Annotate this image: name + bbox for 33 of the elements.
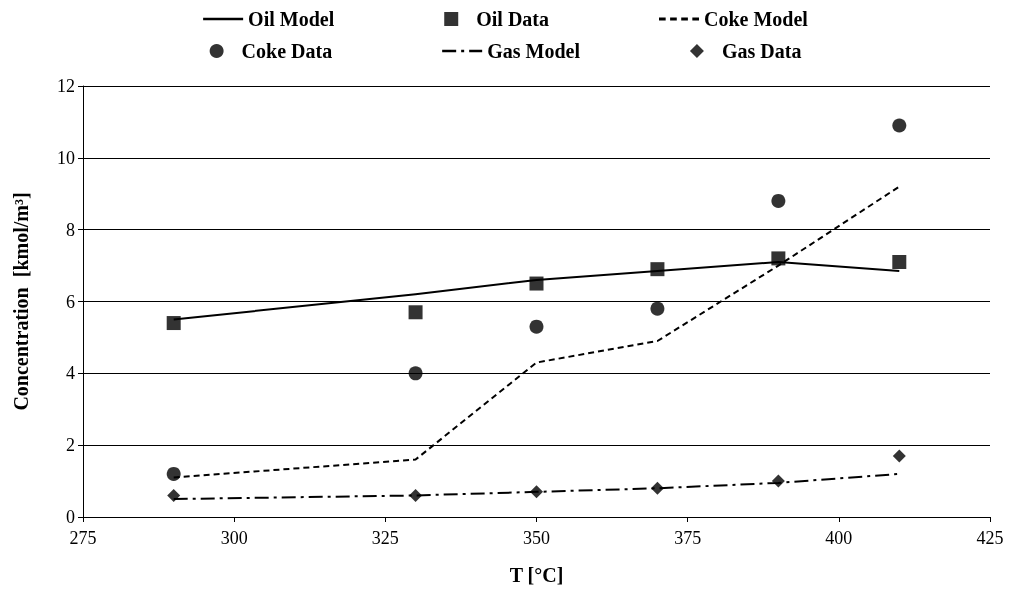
x-axis-title: T [°C] [509, 564, 564, 586]
x-tick-label: 325 [371, 528, 399, 548]
y-tick-label: 10 [57, 147, 75, 168]
point [408, 366, 423, 381]
y-tick-label: 12 [57, 76, 75, 96]
point [166, 466, 181, 481]
y-tick-label: 2 [66, 435, 75, 456]
y-tick-label: 6 [66, 291, 75, 312]
x-tick-label: 350 [523, 528, 550, 548]
y-tick-label: 8 [66, 219, 75, 240]
legend-label: Oil Model [248, 8, 335, 30]
point [166, 316, 181, 331]
legend-label: Gas Model [487, 40, 581, 62]
point [650, 301, 665, 316]
x-tick-label: 300 [220, 528, 248, 548]
legend-label: Coke Data [241, 40, 333, 62]
y-tick-label: 0 [66, 507, 75, 527]
point [408, 305, 423, 320]
point [529, 319, 544, 334]
y-tick-label: 4 [66, 363, 75, 384]
legend-label: Gas Data [721, 40, 802, 62]
point [167, 488, 181, 502]
x-tick-label: 275 [69, 528, 97, 548]
x-tick-label: 400 [825, 528, 853, 548]
point [771, 193, 786, 208]
point [892, 118, 907, 133]
y-axis-title: Concentration [kmol/m³] [10, 192, 32, 411]
point [892, 449, 906, 463]
legend-label: Oil Data [476, 8, 550, 30]
x-tick-label: 425 [976, 528, 1004, 548]
x-tick-label: 375 [674, 528, 702, 548]
legend-label: Coke Model [704, 8, 809, 30]
point [892, 254, 907, 269]
